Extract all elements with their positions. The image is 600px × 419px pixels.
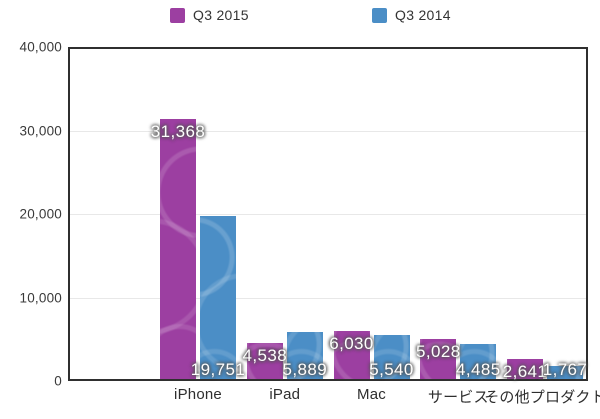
- legend-item-q3-2014: Q3 2014: [372, 7, 451, 23]
- bar-q3-2015-mac: [333, 331, 370, 381]
- gridline-20000: [68, 214, 588, 215]
- gridline-30000: [68, 130, 588, 132]
- value-label-q3-2014-other-products: 1,767: [542, 360, 588, 379]
- bar-q3-2014-ipad: [286, 332, 323, 381]
- value-label-q3-2015-ipad: 4,538: [242, 346, 288, 365]
- y-tick-label-30000: 30,000: [19, 123, 62, 138]
- x-axis-label-iphone: iPhone: [174, 386, 222, 403]
- bar-q3-2014-mac: [373, 335, 410, 381]
- legend-label-q3-2014: Q3 2014: [395, 7, 451, 23]
- legend-swatch-q3-2014: [372, 7, 387, 23]
- legend-swatch-q3-2015: [170, 7, 185, 23]
- x-axis-label-mac: Mac: [357, 386, 386, 403]
- value-label-q3-2014-services: 4,485: [456, 360, 501, 379]
- bar-q3-2014-other-products: [547, 366, 583, 381]
- value-label-q3-2015-other-products: 2,641: [502, 362, 548, 381]
- y-tick-label-40000: 40,000: [19, 39, 62, 55]
- y-tick-label-10000: 10,000: [19, 290, 62, 305]
- value-label-q3-2014-mac: 5,540: [369, 360, 414, 379]
- bar-q3-2015-other-products: [507, 359, 543, 381]
- x-axis-label-ipad: iPad: [269, 386, 301, 403]
- bar-q3-2015-services: [420, 339, 457, 381]
- x-axis-label-services: サービス: [427, 389, 489, 406]
- value-label-q3-2015-services: 5,028: [416, 342, 461, 361]
- bar-q3-2014-iphone: [200, 216, 236, 381]
- y-tick-label-20000: 20,000: [19, 206, 62, 222]
- value-label-q3-2014-ipad: 5,889: [282, 360, 328, 379]
- legend-label-q3-2015: Q3 2015: [193, 7, 249, 23]
- gridline-10000: [68, 297, 588, 299]
- bar-q3-2015-iphone: [160, 119, 196, 381]
- legend-item-q3-2015: Q3 2015: [170, 7, 249, 23]
- bar-q3-2015-ipad: [246, 343, 283, 381]
- value-label-q3-2014-iphone: 19,751: [190, 360, 246, 379]
- x-axis-label-other-products: その他プロダクト: [484, 389, 600, 406]
- y-tick-label-0: 0: [54, 373, 62, 389]
- value-label-q3-2015-iphone: 31,368: [150, 122, 206, 141]
- value-label-q3-2015-mac: 6,030: [329, 334, 374, 353]
- plot-area: 31,368 4,538 6,030 5,028 2,641 19,751 5,889 5,5…: [68, 47, 588, 381]
- bar-q3-2014-services: [460, 344, 497, 381]
